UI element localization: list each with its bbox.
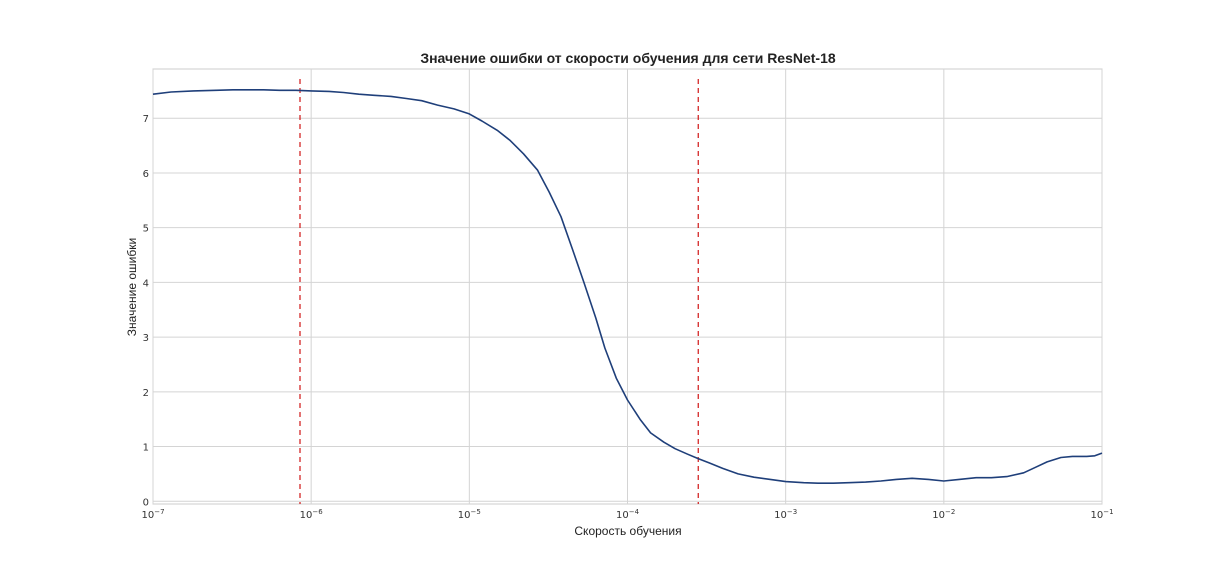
x-tick-labels: 10−7 10−6 10−5 10−4 10−3 10−2 10−1	[141, 508, 1113, 521]
x-axis-label: Скорость обучения	[574, 524, 681, 538]
y-tick-label: 3	[143, 333, 149, 344]
y-tick-labels: 0 1 2 3 4 5 6 7	[143, 114, 149, 508]
loss-curve-line	[152, 89, 1103, 484]
y-tick-label: 1	[143, 443, 149, 454]
grid-lines	[152, 69, 1103, 504]
x-tick-label: 10−4	[616, 508, 640, 521]
y-axis-label: Значение ошибки	[125, 238, 139, 336]
x-tick-label: 10−3	[774, 508, 797, 521]
x-tick-label: 10−1	[1090, 508, 1113, 521]
y-tick-label: 4	[143, 278, 149, 289]
x-tick-label: 10−6	[300, 508, 324, 521]
series-group	[152, 89, 1103, 484]
y-tick-label: 5	[143, 224, 149, 235]
y-tick-label: 2	[143, 388, 149, 399]
x-tick-label: 10−2	[932, 508, 955, 521]
x-tick-label: 10−7	[141, 508, 164, 521]
chart-title: Значение ошибки от скорости обучения для…	[420, 50, 836, 66]
vertical-markers	[299, 79, 699, 504]
y-tick-label: 0	[143, 497, 149, 508]
x-tick-label: 10−5	[458, 508, 481, 521]
y-tick-label: 6	[143, 169, 149, 180]
y-tick-label: 7	[143, 114, 149, 125]
